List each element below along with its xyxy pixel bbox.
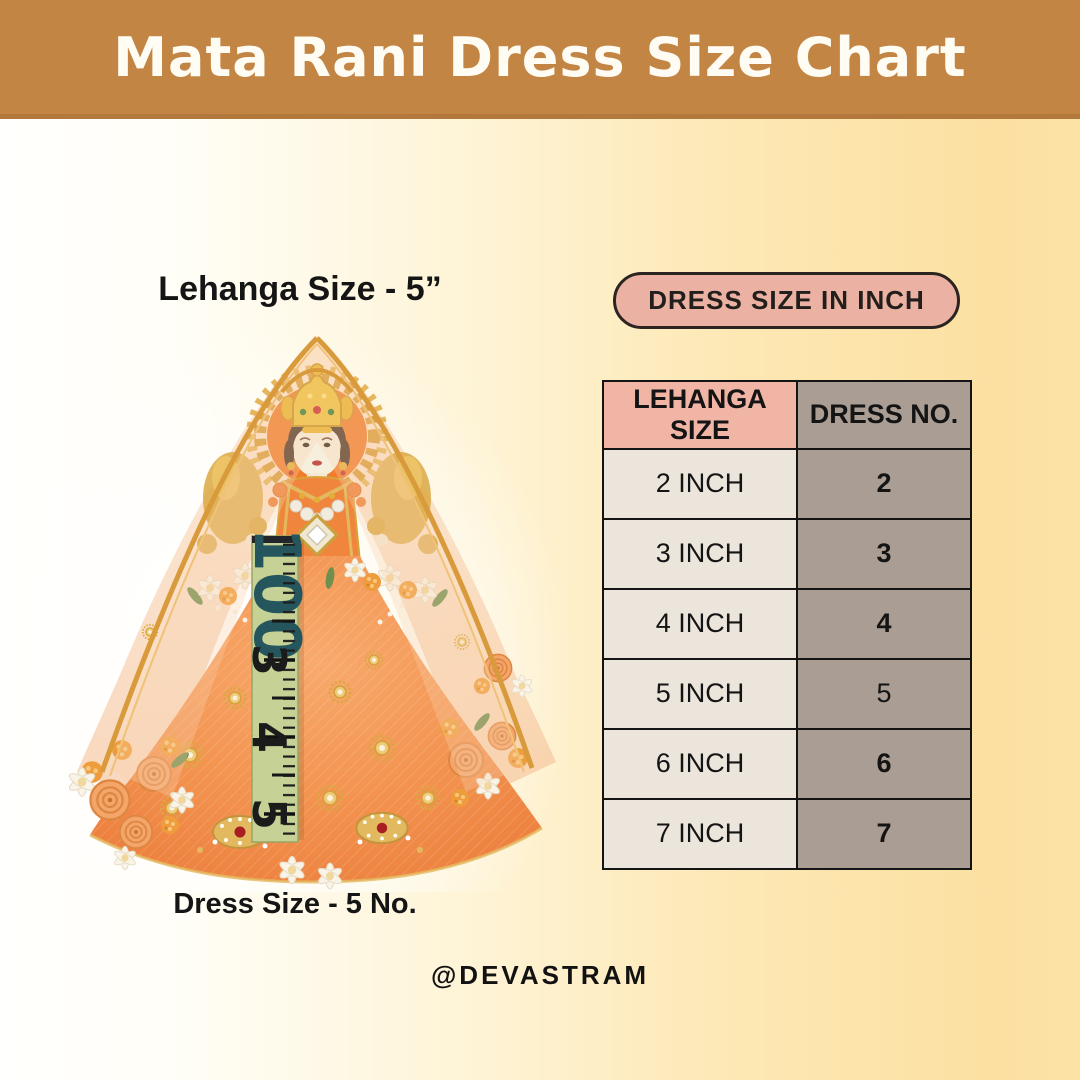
deity-illustration: 100 3 4 5 xyxy=(66,336,556,890)
dress-no-cell: 3 xyxy=(796,518,972,590)
hem-brooches xyxy=(197,811,423,890)
lehanga-size-cell: 2 INCH xyxy=(602,448,798,520)
table-row: 7 INCH 7 xyxy=(602,798,972,870)
column-header-lehanga-size: LEHANGA SIZE xyxy=(602,380,798,450)
dress-no-cell: 2 xyxy=(796,448,972,520)
crown xyxy=(280,363,354,427)
table-row: 5 INCH 5 xyxy=(602,658,972,730)
ruler-mark-4: 4 xyxy=(242,721,296,753)
table-row: 2 INCH 2 xyxy=(602,448,972,520)
measuring-ruler: 100 3 4 5 xyxy=(239,527,313,843)
page-title: Mata Rani Dress Size Chart xyxy=(113,25,967,89)
table-row: 6 INCH 6 xyxy=(602,728,972,800)
lehanga-size-cell: 3 INCH xyxy=(602,518,798,590)
ruler-100-mark: 100 xyxy=(239,527,313,661)
lehanga-size-cell: 7 INCH xyxy=(602,798,798,870)
brand-handle: @DEVASTRAM xyxy=(430,960,650,990)
gold-backdrop xyxy=(197,452,438,554)
kundan-pendant xyxy=(295,513,339,573)
lehanga-size-cell: 5 INCH xyxy=(602,658,798,730)
header-banner: Mata Rani Dress Size Chart xyxy=(0,0,1080,119)
dress-no-cell: 6 xyxy=(796,728,972,800)
lehanga-size-heading: Lehanga Size - 5” xyxy=(158,270,442,308)
waist-flower-band xyxy=(184,557,451,625)
dress-no-cell: 5 xyxy=(796,658,972,730)
size-chart-table: LEHANGA SIZE DRESS NO. 2 INCH 2 3 INCH 3… xyxy=(602,380,972,870)
lehanga-size-cell: 4 INCH xyxy=(602,588,798,660)
ruler-ticks xyxy=(283,543,295,841)
deity-photo: 100 3 4 5 xyxy=(30,330,570,892)
table-header-row: LEHANGA SIZE DRESS NO. xyxy=(602,380,972,450)
lehanga-size-cell: 6 INCH xyxy=(602,728,798,800)
dress-size-caption: Dress Size - 5 No. xyxy=(173,888,417,920)
dress-no-cell: 4 xyxy=(796,588,972,660)
dress-size-badge: DRESS SIZE IN INCH xyxy=(613,272,960,329)
ruler-mark-5: 5 xyxy=(242,798,296,830)
ruler-mark-3: 3 xyxy=(242,644,296,676)
table-row: 3 INCH 3 xyxy=(602,518,972,590)
table-row: 4 INCH 4 xyxy=(602,588,972,660)
column-header-dress-no: DRESS NO. xyxy=(796,380,972,450)
dress-no-cell: 7 xyxy=(796,798,972,870)
veil-gold-trim xyxy=(99,336,535,798)
